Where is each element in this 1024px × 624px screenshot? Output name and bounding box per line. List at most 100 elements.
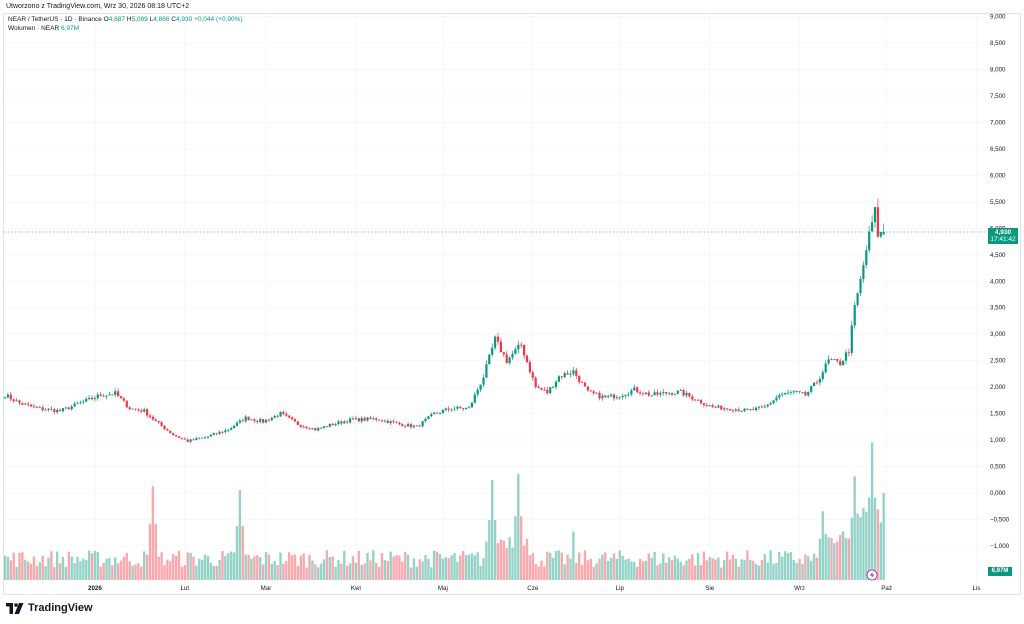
x-tick-label: Lip [616,585,625,592]
volume-bar [12,552,15,580]
candle-body [824,363,827,373]
candle-body [563,373,566,378]
volume-bar [821,511,824,580]
volume-bar [488,520,491,580]
volume-bar [154,523,157,580]
volume-bar [366,552,369,580]
volume-bar [409,567,413,580]
candle-body [218,431,221,434]
candle-body [9,394,12,400]
candle-body [789,392,792,394]
candle-body [177,436,181,438]
candle-body [575,370,578,376]
volume-bar [836,541,839,580]
volume-bar [766,562,769,580]
volume-bar [728,559,732,580]
volume-bar [299,555,302,580]
volume-bar [604,552,607,580]
candle-body [279,411,282,417]
volume-bar [575,563,578,580]
candle-body [186,439,189,442]
y-tick-label: 0,500 [990,464,1006,471]
candle-body [137,409,140,411]
low-value: 4,866 [153,16,170,23]
symbol-label[interactable]: NEAR / TetherUS · 1D · Binance [8,16,102,23]
volume-bar [734,558,737,580]
candle-body [90,397,94,400]
volume-bar [198,558,201,580]
candle-body [752,409,755,411]
candle-body [557,376,560,382]
chart-frame[interactable] [3,13,1021,595]
candle-body [813,382,816,387]
candle-body [85,398,88,402]
tradingview-logo-icon [6,602,24,614]
price-axis[interactable]: 9,000 8,500 8,000 7,500 7,000 6,500 6,000 5,500… [990,14,1010,551]
candle-body [172,433,175,436]
candle-body [70,406,73,410]
candle-body [673,393,676,395]
candle-body [433,412,436,415]
candle-body [340,421,343,424]
volume-bar [531,552,534,580]
volume-bar [485,541,488,580]
candle-body [546,389,549,394]
candle-body [140,410,143,412]
volume-bar [346,565,349,580]
volume-bar [102,562,105,580]
candle-body [392,421,395,423]
volume-bar [58,563,62,580]
candle-body [726,408,729,410]
volume-bar [612,553,616,580]
volume-bar [415,566,418,580]
volume-bar [41,555,44,580]
volume-bar [288,552,291,580]
volume-bar [665,562,668,580]
volume-bar [44,566,47,580]
candle-body [621,395,624,398]
volume-bar [354,562,358,580]
time-axis[interactable]: 2026 Lut Mar Kwi Maj Cze Lip Sie Wrz Paź Lis [88,585,980,592]
volume-bar [87,550,91,580]
x-tick-label: Sie [705,585,715,592]
volume-bar [670,560,674,580]
volume-bar [786,552,790,580]
candle-body [117,391,120,397]
candle-body [35,406,38,408]
tradingview-logo[interactable]: TradingView [6,602,93,614]
candle-body [610,394,613,397]
volume-bar [227,553,230,580]
volume-label[interactable]: Wolumen · NEAR [8,25,60,32]
candle-body [267,419,270,421]
volume-bar [270,563,273,580]
candle-body [401,424,404,427]
y-tick-label: −0,500 [990,517,1010,524]
volume-bar [64,566,68,580]
volume-bar [305,567,308,580]
candle-body [247,416,250,421]
candle-body [317,427,320,431]
candle-body [61,408,65,412]
lightning-icon[interactable] [866,569,878,581]
volume-bar [134,564,137,580]
candle-body [412,425,415,428]
volume-bar [830,538,833,580]
candle-body [195,438,198,441]
volume-bar [279,552,282,580]
volume-bar [549,552,552,580]
x-tick-label: Maj [438,585,448,592]
x-tick-label: Mar [261,585,272,592]
volume-bar [586,560,590,580]
volume-bar [543,566,546,580]
candle-body [273,415,276,418]
volume-bar [357,550,360,580]
volume-bar [607,560,610,580]
volume-bar [163,565,166,580]
volume-bar [453,552,456,580]
candle-body [192,439,195,441]
volume-bar [592,566,595,580]
volume-bar [676,558,679,580]
volume-bar [473,555,476,580]
volume-bar [824,534,827,580]
